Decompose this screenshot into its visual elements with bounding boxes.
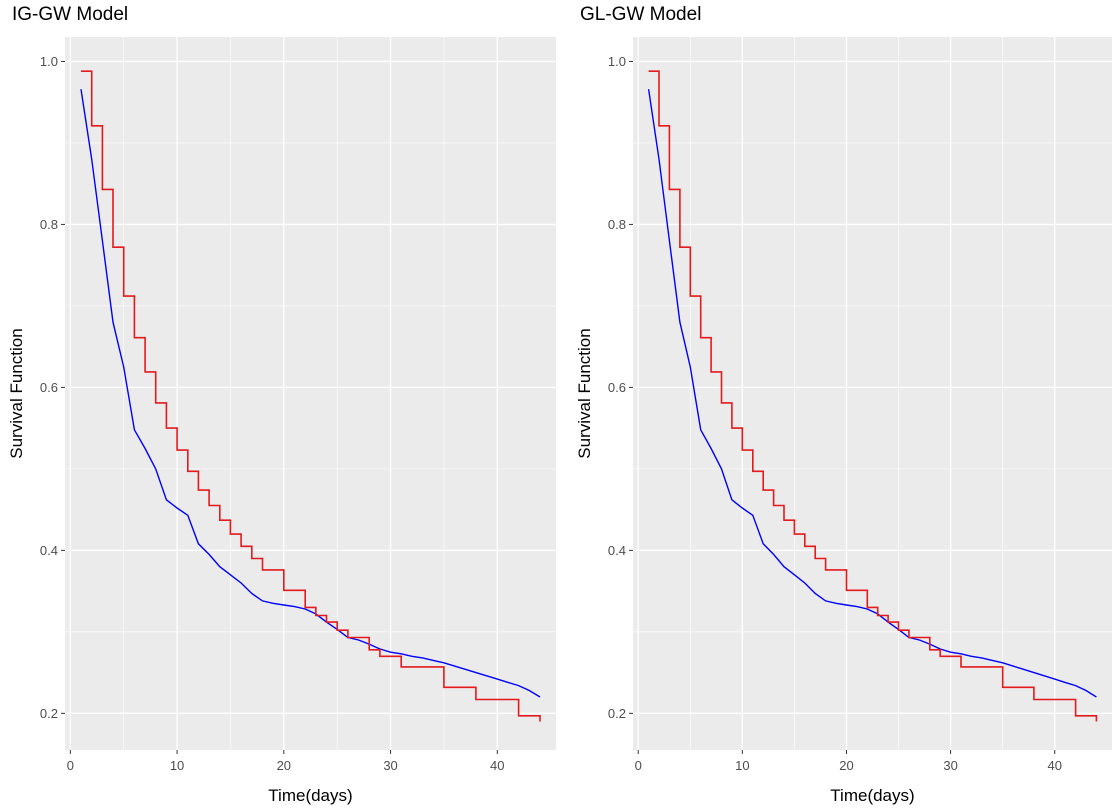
y-tick-label: 0.8 — [608, 217, 626, 232]
chart-title-left: IG-GW Model — [12, 4, 129, 25]
x-tick-label: 0 — [635, 758, 642, 773]
model-survival-curve — [647, 89, 1097, 698]
x-axis-label: Time(days) — [268, 786, 352, 805]
plot-panel-right: 0 10 20 30 40 0.2 0.4 0.6 0.8 1.0 Time(days) Surviv… — [575, 37, 1112, 805]
empirical-survival-step-line — [81, 70, 541, 722]
plot-panel-left: 0 10 20 30 40 0.2 0.4 0.6 0.8 1.0 Time(days) Surviv… — [7, 37, 556, 805]
x-axis-label: Time(days) — [830, 786, 914, 805]
empirical-survival-step-line — [648, 70, 1098, 722]
y-tick-label: 1.0 — [608, 54, 626, 69]
y-tick-label: 0.2 — [608, 706, 626, 721]
plot-background — [65, 37, 556, 750]
x-tick-label: 30 — [943, 758, 957, 773]
y-tick-label: 1.0 — [40, 54, 58, 69]
x-tick-label: 40 — [1047, 758, 1061, 773]
chart-title-right: GL-GW Model — [580, 4, 702, 25]
x-tick-label: 20 — [277, 758, 291, 773]
model-survival-curve — [80, 89, 541, 698]
plot-background — [633, 37, 1112, 750]
y-tick-label: 0.4 — [608, 543, 626, 558]
y-tick-label: 0.8 — [40, 217, 58, 232]
y-axis-label: Survival Function — [7, 328, 26, 458]
y-tick-label: 0.6 — [40, 380, 58, 395]
y-tick-label: 0.4 — [40, 543, 58, 558]
x-tick-label: 10 — [170, 758, 184, 773]
y-tick-label: 0.2 — [40, 706, 58, 721]
y-axis-label: Survival Function — [575, 328, 594, 458]
x-tick-label: 20 — [839, 758, 853, 773]
x-tick-label: 0 — [67, 758, 74, 773]
y-tick-label: 0.6 — [608, 380, 626, 395]
x-tick-label: 30 — [383, 758, 397, 773]
x-tick-label: 10 — [735, 758, 749, 773]
x-tick-label: 40 — [490, 758, 504, 773]
